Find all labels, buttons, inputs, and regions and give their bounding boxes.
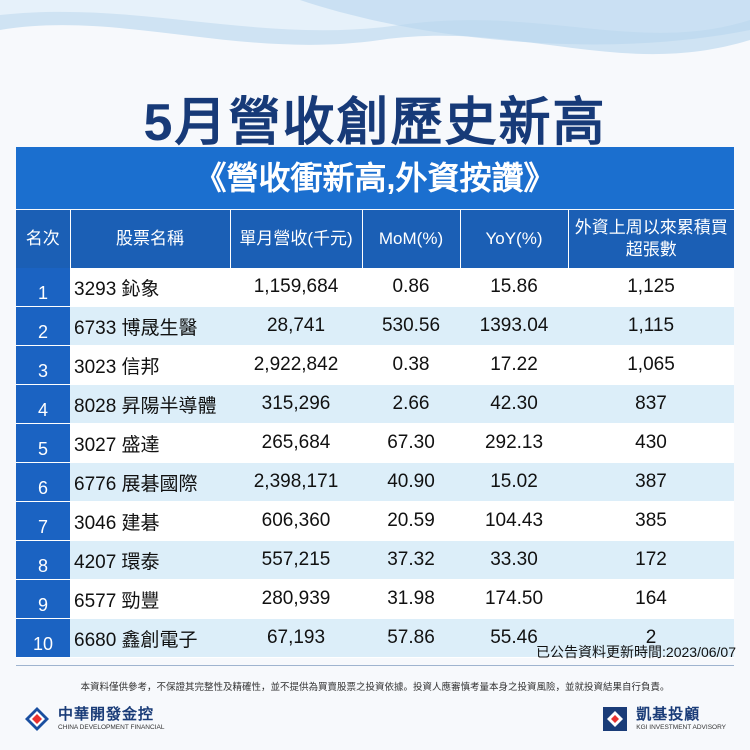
mom-cell: 530.56 <box>362 306 460 346</box>
foreign-buy-cell: 837 <box>568 384 734 424</box>
foreign-buy-cell: 2 <box>568 618 734 658</box>
yoy-cell: 33.30 <box>460 540 568 580</box>
foreign-buy-cell: 1,125 <box>568 268 734 307</box>
cdf-logo-zh: 中華開發金控 <box>58 706 155 723</box>
rank-cell: 7 <box>16 501 70 541</box>
cdf-logo: 中華開發金控 CHINA DEVELOPMENT FINANCIAL <box>24 706 164 732</box>
revenue-cell: 2,398,171 <box>230 462 362 502</box>
revenue-cell: 557,215 <box>230 540 362 580</box>
mom-cell: 40.90 <box>362 462 460 502</box>
yoy-cell: 15.02 <box>460 462 568 502</box>
mom-cell: 57.86 <box>362 618 460 658</box>
stock-name-cell: 8028 昇陽半導體 <box>70 384 230 424</box>
rank-cell: 2 <box>16 306 70 346</box>
subtitle-banner: 《營收衝新高,外資按讚》 <box>16 147 734 209</box>
table-row: 2 6733 博晟生醫 28,741 530.56 1393.04 1,115 <box>16 306 734 346</box>
cdf-logo-en: CHINA DEVELOPMENT FINANCIAL <box>58 724 165 731</box>
rank-cell: 4 <box>16 384 70 424</box>
rank-cell: 6 <box>16 462 70 502</box>
stock-name-cell: 3046 建碁 <box>70 501 230 541</box>
stock-name-cell: 4207 環泰 <box>70 540 230 580</box>
revenue-cell: 606,360 <box>230 501 362 541</box>
stock-name-cell: 6577 勁豐 <box>70 579 230 619</box>
mom-cell: 20.59 <box>362 501 460 541</box>
yoy-cell: 15.86 <box>460 268 568 307</box>
rank-cell: 9 <box>16 579 70 619</box>
mom-cell: 37.32 <box>362 540 460 580</box>
yoy-cell: 292.13 <box>460 423 568 463</box>
table-row: 3 3023 信邦 2,922,842 0.38 17.22 1,065 <box>16 345 734 385</box>
table-row: 1 3293 鈊象 1,159,684 0.86 15.86 1,125 <box>16 268 734 307</box>
header-foreign-buy: 外資上周以來累積買超張數 <box>568 210 734 268</box>
page-title: 5月營收創歷史新高 <box>143 94 607 152</box>
stock-name-cell: 3027 盛達 <box>70 423 230 463</box>
revenue-cell: 28,741 <box>230 306 362 346</box>
stock-name-cell: 6733 博晟生醫 <box>70 306 230 346</box>
header-stock-name: 股票名稱 <box>70 210 231 268</box>
header-mom: MoM(%) <box>362 210 461 268</box>
revenue-table: 名次 股票名稱 單月營收(千元) MoM(%) YoY(%) 外資上周以來累積買… <box>16 210 734 658</box>
revenue-cell: 1,159,684 <box>230 268 362 307</box>
cdf-logo-icon <box>25 707 49 731</box>
revenue-cell: 280,939 <box>230 579 362 619</box>
revenue-cell: 2,922,842 <box>230 345 362 385</box>
foreign-buy-cell: 385 <box>568 501 734 541</box>
disclaimer-text: 本資料僅供參考，不保證其完整性及精確性，並不提供為買賣股票之投資依據。投資人應審… <box>80 682 670 693</box>
table-row: 8 4207 環泰 557,215 37.32 33.30 172 <box>16 540 734 580</box>
header-monthly-revenue: 單月營收(千元) <box>230 210 363 268</box>
table-row: 9 6577 勁豐 280,939 31.98 174.50 164 <box>16 579 734 619</box>
yoy-cell: 42.30 <box>460 384 568 424</box>
foreign-buy-cell: 387 <box>568 462 734 502</box>
table-row: 10 6680 鑫創電子 67,193 57.86 55.46 2 <box>16 618 734 658</box>
table-row: 4 8028 昇陽半導體 315,296 2.66 42.30 837 <box>16 384 734 424</box>
header-rank: 名次 <box>16 210 71 268</box>
foreign-buy-cell: 164 <box>568 579 734 619</box>
rank-cell: 1 <box>16 268 70 307</box>
table-row: 5 3027 盛達 265,684 67.30 292.13 430 <box>16 423 734 463</box>
kgi-logo-icon <box>603 707 628 731</box>
revenue-cell: 315,296 <box>230 384 362 424</box>
stock-name-cell: 6680 鑫創電子 <box>70 618 230 658</box>
stock-name-cell: 3293 鈊象 <box>70 268 230 307</box>
kgi-logo-en: KGI INVESTMENT ADVISORY <box>636 724 726 731</box>
table-row: 7 3046 建碁 606,360 20.59 104.43 385 <box>16 501 734 541</box>
foreign-buy-cell: 172 <box>568 540 734 580</box>
rank-cell: 10 <box>16 618 70 658</box>
rank-cell: 5 <box>16 423 70 463</box>
table-row: 6 6776 展碁國際 2,398,171 40.90 15.02 387 <box>16 462 734 502</box>
kgi-logo-zh: 凱基投顧 <box>636 706 701 723</box>
foreign-buy-cell: 1,065 <box>568 345 734 385</box>
yoy-cell: 1393.04 <box>460 306 568 346</box>
mom-cell: 67.30 <box>362 423 460 463</box>
kgi-logo: 凱基投顧 KGI INVESTMENT ADVISORY <box>602 706 726 732</box>
rank-cell: 8 <box>16 540 70 580</box>
yoy-cell: 17.22 <box>460 345 568 385</box>
stock-name-cell: 6776 展碁國際 <box>70 462 230 502</box>
revenue-cell: 265,684 <box>230 423 362 463</box>
background-waves <box>0 0 750 55</box>
foreign-buy-cell: 1,115 <box>568 306 734 346</box>
mom-cell: 2.66 <box>362 384 460 424</box>
yoy-cell: 174.50 <box>460 579 568 619</box>
rank-cell: 3 <box>16 345 70 385</box>
header-yoy: YoY(%) <box>460 210 569 268</box>
stock-name-cell: 3023 信邦 <box>70 345 230 385</box>
foreign-buy-cell: 430 <box>568 423 734 463</box>
table-header-row: 名次 股票名稱 單月營收(千元) MoM(%) YoY(%) 外資上周以來累積買… <box>16 210 734 268</box>
update-timestamp: 已公告資料更新時間:2023/06/07 <box>536 644 736 660</box>
yoy-cell: 55.46 <box>460 618 568 658</box>
mom-cell: 0.38 <box>362 345 460 385</box>
yoy-cell: 104.43 <box>460 501 568 541</box>
divider <box>16 665 734 666</box>
revenue-cell: 67,193 <box>230 618 362 658</box>
mom-cell: 0.86 <box>362 268 460 307</box>
mom-cell: 31.98 <box>362 579 460 619</box>
